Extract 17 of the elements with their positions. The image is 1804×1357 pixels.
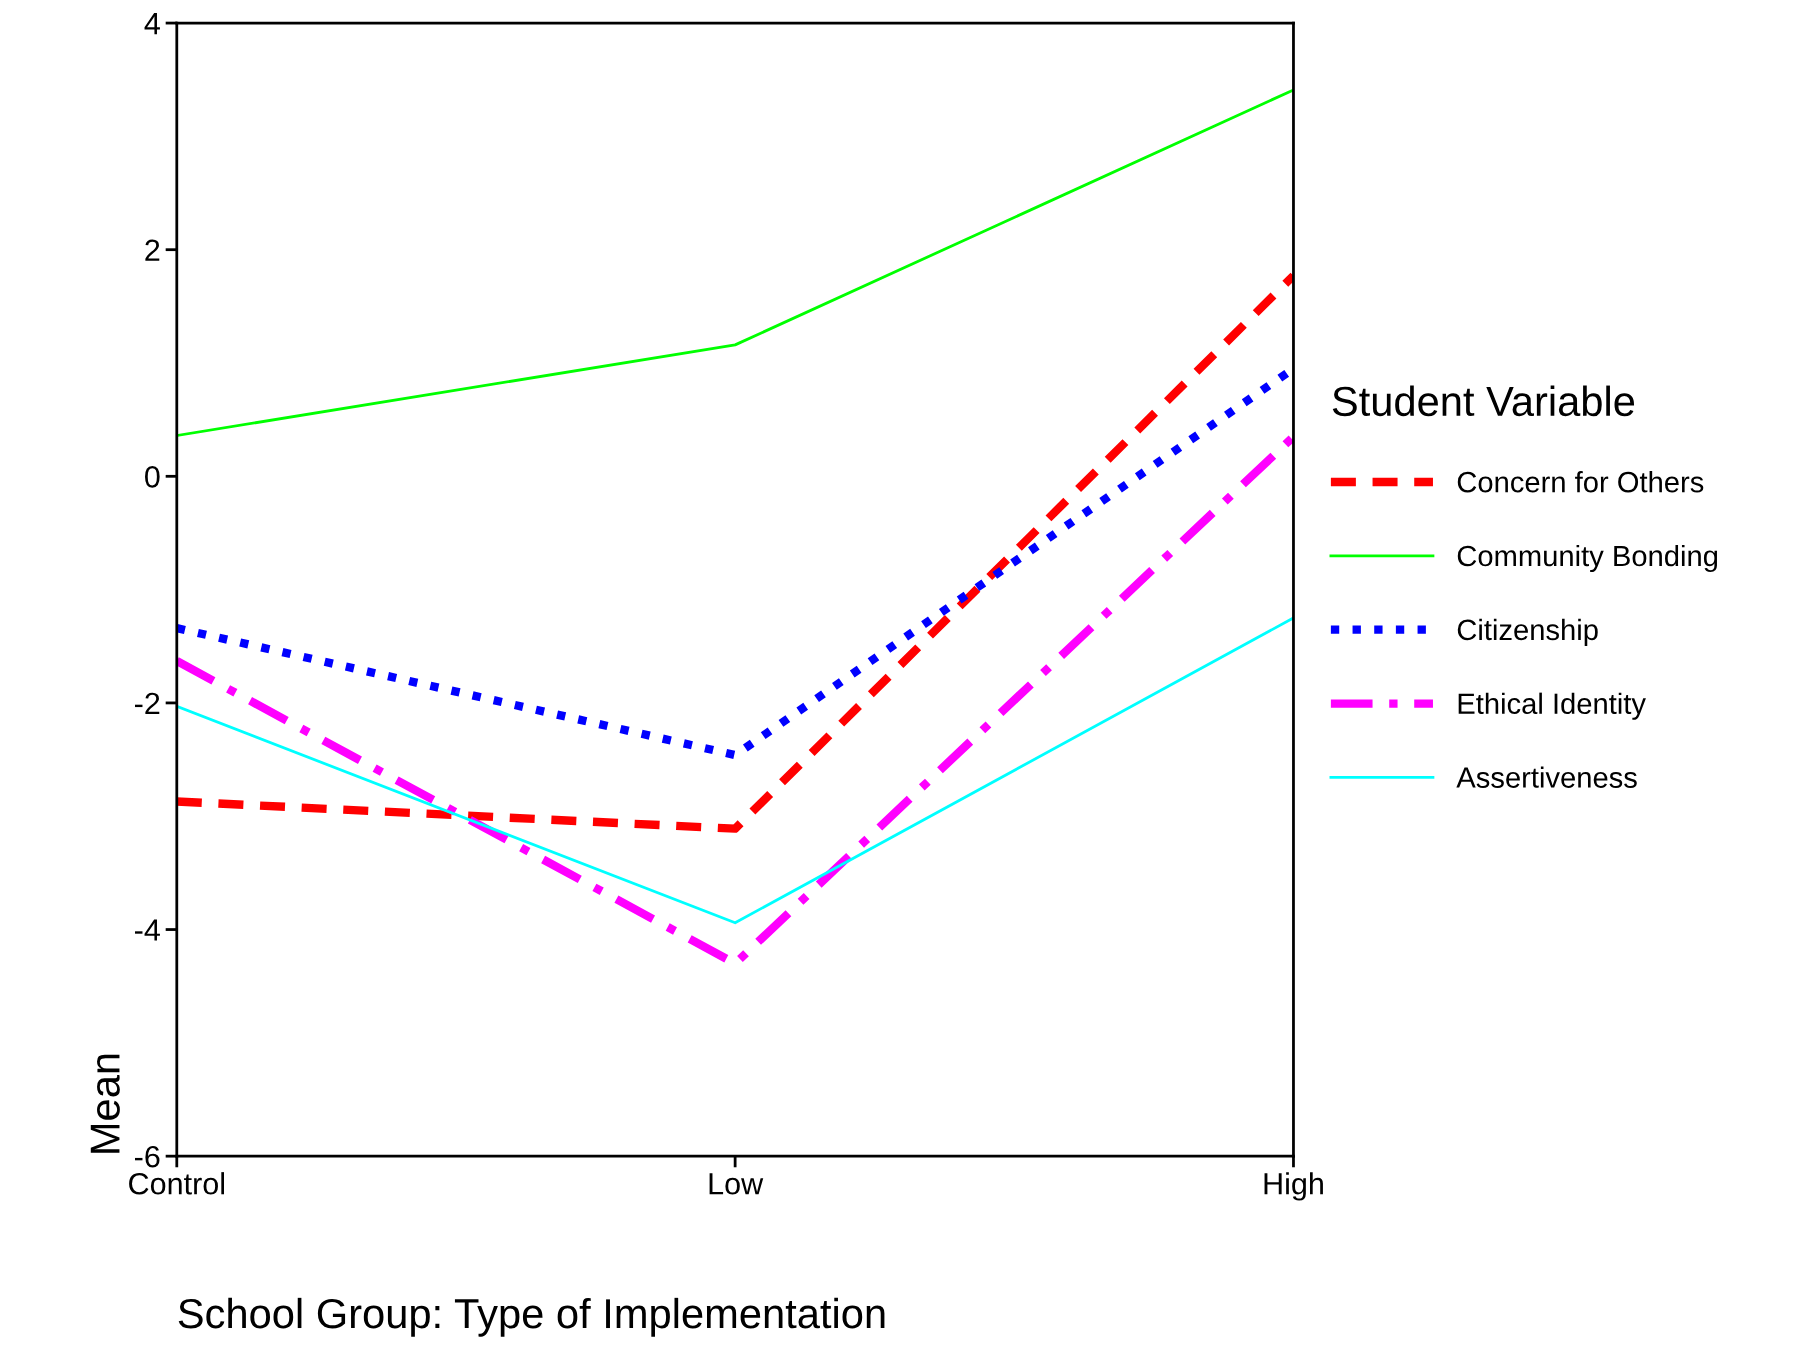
- y-axis-title: Mean: [90, 1054, 120, 1153]
- legend-title: Student Variable: [1332, 385, 1635, 417]
- x-tick-label: High: [1264, 1172, 1323, 1201]
- x-axis-title: School Group: Type of Implementation: [178, 1297, 885, 1337]
- y-tick-label: -2: [135, 692, 160, 714]
- y-tick-label: 4: [144, 13, 160, 35]
- x-tick-label: Low: [709, 1173, 764, 1195]
- y-tick-label: 0: [145, 466, 160, 488]
- legend-label: Assertiveness: [1456, 766, 1637, 788]
- legend-label: Citizenship: [1457, 618, 1598, 646]
- legend-label: Community Bonding: [1457, 544, 1718, 573]
- legend-label: Ethical Identity: [1458, 692, 1646, 720]
- y-tick-label: 2: [145, 239, 160, 261]
- y-tick-label: -6: [135, 1145, 160, 1168]
- legend-label: Concern for Others: [1457, 471, 1704, 493]
- x-tick-label: Control: [129, 1172, 224, 1195]
- y-tick-label: -4: [135, 919, 160, 941]
